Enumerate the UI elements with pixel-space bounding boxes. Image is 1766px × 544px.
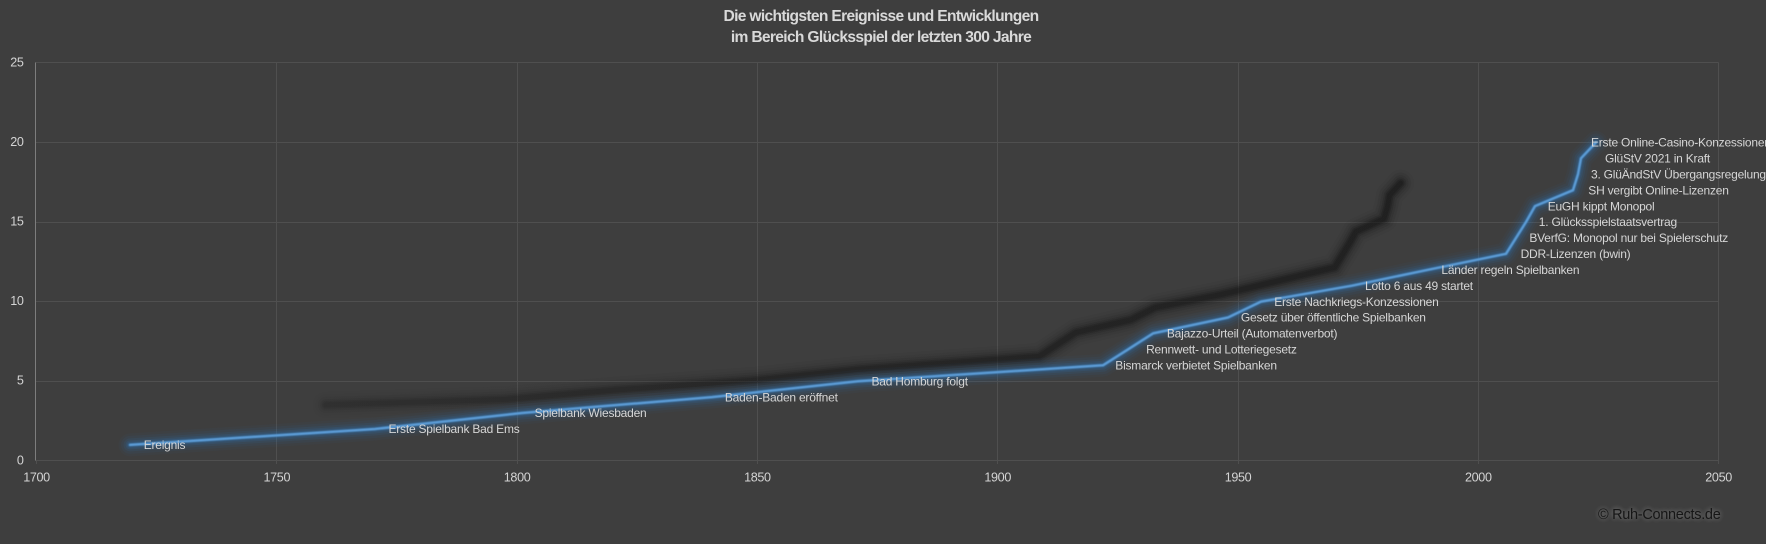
svg-text:Erste Nachkriegs-Konzessionen: Erste Nachkriegs-Konzessionen — [1274, 295, 1438, 309]
svg-text:Lotto 6 aus 49 startet: Lotto 6 aus 49 startet — [1365, 279, 1474, 293]
svg-text:Ereignis: Ereignis — [144, 438, 186, 452]
svg-text:0: 0 — [17, 453, 24, 467]
svg-text:1950: 1950 — [1225, 471, 1252, 485]
svg-text:DDR-Lizenzen (bwin): DDR-Lizenzen (bwin) — [1521, 247, 1631, 261]
svg-text:1850: 1850 — [744, 471, 771, 485]
svg-text:Erste Spielbank Bad Ems: Erste Spielbank Bad Ems — [389, 422, 520, 436]
svg-text:1750: 1750 — [263, 471, 290, 485]
svg-text:5: 5 — [17, 374, 24, 388]
svg-text:Bajazzo-Urteil (Automatenverbo: Bajazzo-Urteil (Automatenverbot) — [1167, 327, 1338, 341]
svg-text:Spielbank Wiesbaden: Spielbank Wiesbaden — [535, 406, 647, 420]
svg-text:10: 10 — [10, 294, 24, 308]
svg-text:Rennwett- und Lotteriegesetz: Rennwett- und Lotteriegesetz — [1146, 343, 1297, 357]
svg-text:20: 20 — [10, 135, 24, 149]
svg-text:Erste Online-Casino-Konzession: Erste Online-Casino-Konzessionen — [1591, 136, 1766, 150]
svg-text:2000: 2000 — [1465, 471, 1492, 485]
svg-text:BVerfG: Monopol nur bei Spiele: BVerfG: Monopol nur bei Spielerschutz — [1529, 231, 1728, 245]
svg-text:EuGH kippt Monopol: EuGH kippt Monopol — [1548, 199, 1655, 213]
svg-text:1800: 1800 — [504, 471, 531, 485]
svg-text:1700: 1700 — [23, 471, 50, 485]
svg-text:1. Glücksspielstaatsvertrag: 1. Glücksspielstaatsvertrag — [1539, 215, 1677, 229]
svg-text:Bad Homburg folgt: Bad Homburg folgt — [872, 374, 969, 388]
svg-text:Gesetz über öffentliche Spielb: Gesetz über öffentliche Spielbanken — [1241, 311, 1426, 325]
svg-text:Länder regeln Spielbanken: Länder regeln Spielbanken — [1441, 263, 1579, 277]
svg-text:GlüStV 2021 in Kraft: GlüStV 2021 in Kraft — [1605, 152, 1711, 166]
svg-text:2050: 2050 — [1705, 471, 1732, 485]
svg-text:Baden-Baden eröffnet: Baden-Baden eröffnet — [725, 390, 839, 404]
svg-text:1900: 1900 — [984, 471, 1011, 485]
svg-text:3. GlüÄndStV Übergangsregelung: 3. GlüÄndStV Übergangsregelung — [1591, 167, 1766, 181]
svg-text:25: 25 — [10, 55, 24, 69]
svg-text:SH vergibt Online-Lizenzen: SH vergibt Online-Lizenzen — [1588, 183, 1728, 197]
svg-text:15: 15 — [10, 215, 24, 229]
svg-text:Bismarck verbietet Spielbanken: Bismarck verbietet Spielbanken — [1115, 359, 1276, 373]
